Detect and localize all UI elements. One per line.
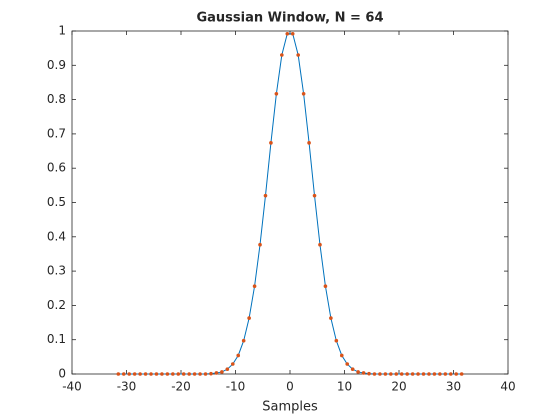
marker xyxy=(399,372,404,376)
marker xyxy=(171,372,175,376)
marker xyxy=(285,31,290,36)
marker xyxy=(203,372,208,376)
marker xyxy=(165,372,170,376)
marker xyxy=(121,372,126,376)
marker xyxy=(225,367,230,371)
marker xyxy=(209,371,213,376)
marker xyxy=(236,353,241,358)
marker xyxy=(138,372,142,376)
x-tick-label: 0 xyxy=(286,380,294,394)
marker xyxy=(301,91,306,96)
marker xyxy=(214,371,219,375)
y-tick-label: 0 xyxy=(58,367,66,381)
y-tick-label: 0.6 xyxy=(47,161,66,175)
x-tick-label: 10 xyxy=(337,380,352,394)
marker xyxy=(394,372,399,376)
marker xyxy=(389,372,393,376)
marker xyxy=(367,371,371,376)
marker xyxy=(432,372,437,376)
x-tick-label: -40 xyxy=(62,380,82,394)
marker xyxy=(345,362,350,366)
marker xyxy=(443,372,448,376)
marker xyxy=(356,370,360,374)
marker xyxy=(187,372,191,376)
y-tick-label: 0.8 xyxy=(47,92,66,106)
x-tick-label: -10 xyxy=(226,380,246,394)
line xyxy=(118,33,462,375)
marker xyxy=(290,31,295,36)
marker xyxy=(280,53,284,57)
marker xyxy=(416,372,420,376)
axes-box xyxy=(71,30,509,375)
x-tick-label: 20 xyxy=(391,380,406,394)
marker xyxy=(258,242,262,247)
marker xyxy=(405,372,409,376)
marker xyxy=(361,371,366,375)
x-tick-label: -30 xyxy=(117,380,137,394)
x-tick-label: 30 xyxy=(446,380,461,394)
marker xyxy=(247,316,251,320)
marker xyxy=(116,372,121,376)
marker xyxy=(318,242,322,247)
marker xyxy=(192,372,197,376)
marker xyxy=(263,193,268,198)
marker xyxy=(334,338,339,343)
y-tick-label: 0.5 xyxy=(47,195,66,209)
marker xyxy=(312,193,317,198)
marker xyxy=(459,372,464,376)
marker xyxy=(410,372,415,376)
marker xyxy=(448,372,453,376)
y-tick-label: 0.1 xyxy=(47,332,66,346)
marker xyxy=(427,372,431,376)
y-tick-label: 0.7 xyxy=(47,126,66,140)
marker xyxy=(269,141,273,145)
marker xyxy=(296,53,300,57)
marker xyxy=(176,372,181,376)
marker xyxy=(307,141,311,145)
marker xyxy=(160,372,164,376)
marker xyxy=(383,372,388,376)
y-tick-label: 0.2 xyxy=(47,298,66,312)
marker xyxy=(329,316,333,320)
marker xyxy=(198,372,202,376)
x-tick-label: 40 xyxy=(500,380,515,394)
x-axis-label: Samples xyxy=(262,400,318,415)
marker xyxy=(143,372,148,376)
marker xyxy=(154,372,159,376)
marker xyxy=(339,353,344,358)
x-tick-label: -20 xyxy=(171,380,191,394)
marker xyxy=(438,372,442,376)
y-tick-label: 0.4 xyxy=(47,229,66,243)
y-tick-label: 1 xyxy=(58,24,66,38)
marker xyxy=(372,372,377,376)
y-tick-label: 0.3 xyxy=(47,264,66,278)
marker xyxy=(378,372,382,376)
marker xyxy=(149,372,153,376)
marker xyxy=(252,284,257,288)
marker xyxy=(181,372,186,376)
marker xyxy=(323,284,328,288)
y-tick-label: 0.9 xyxy=(47,58,66,72)
marker xyxy=(132,372,137,376)
marker xyxy=(421,372,426,376)
marker xyxy=(274,91,279,96)
chart-title: Gaussian Window, N = 64 xyxy=(196,11,383,26)
marker xyxy=(454,372,459,376)
marker xyxy=(220,370,224,374)
marker xyxy=(127,372,132,376)
marker xyxy=(230,362,235,366)
marker xyxy=(241,338,246,343)
marker xyxy=(350,367,355,371)
